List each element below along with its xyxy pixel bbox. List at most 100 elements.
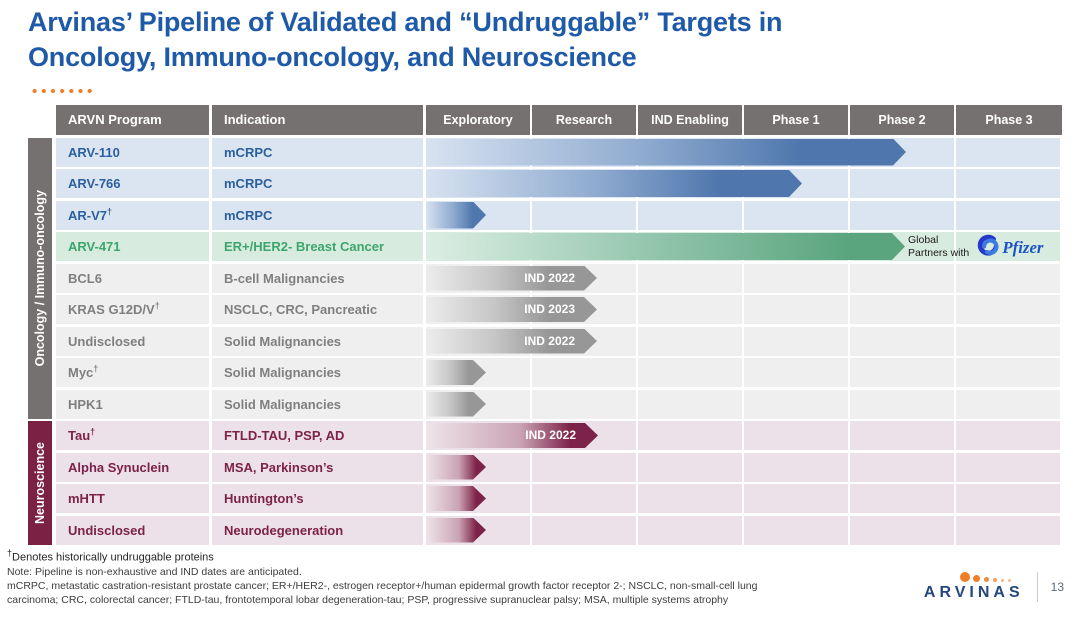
- program-cell: AR-V7†: [56, 200, 209, 230]
- program-name: KRAS G12D/V: [68, 302, 155, 317]
- phase-track: [426, 358, 1062, 387]
- program-cell: Myc†: [56, 358, 209, 387]
- program-name: Undisclosed: [68, 333, 146, 349]
- pipeline-bar: [426, 392, 486, 417]
- pipeline-row: KRAS G12D/V† NSCLC, CRC, Pancreatic IND …: [56, 295, 1062, 324]
- pipeline-row: Tau† FTLD-TAU, PSP, AD IND 2022: [56, 421, 1062, 450]
- program-name: AR-V7: [68, 207, 108, 223]
- page-title-line2: Oncology, Immuno-oncology, and Neuroscie…: [28, 42, 637, 72]
- footnote-dagger: †Denotes historically undruggable protei…: [7, 548, 214, 564]
- phase-track: IND 2022: [426, 421, 1062, 450]
- indication-cell: Solid Malignancies: [212, 326, 423, 356]
- program-name: Alpha Synuclein: [68, 459, 170, 475]
- program-cell: Alpha Synuclein: [56, 452, 209, 482]
- arvinas-logo-text: ARVINAS: [923, 584, 1024, 601]
- ind-date-label: IND 2023: [524, 302, 575, 316]
- header-phase-research: Research: [532, 105, 636, 135]
- phase-track: [426, 389, 1062, 419]
- pipeline-bar: [426, 202, 486, 229]
- partner-annotation: Global Partners with Pfizer: [908, 232, 1058, 261]
- group-rail-oncology: Oncology / Immuno-oncology: [28, 137, 52, 419]
- pipeline-row: ARV-471 ER+/HER2- Breast Cancer Global P…: [56, 232, 1062, 261]
- header-indication: Indication: [212, 105, 423, 135]
- pipeline-bar: [426, 518, 486, 543]
- program-name: ARV-471: [68, 239, 121, 254]
- dagger-symbol: †: [107, 206, 113, 217]
- pipeline-bar: [426, 360, 486, 385]
- pipeline-row: Undisclosed Solid Malignancies IND 2022: [56, 326, 1062, 356]
- header-phase-3: Phase 3: [956, 105, 1062, 135]
- dagger-symbol: †: [90, 426, 96, 437]
- page-title-line1: Arvinas’ Pipeline of Validated and “Undr…: [28, 7, 783, 37]
- pipeline-row: ARV-110 mCRPC: [56, 137, 1062, 167]
- program-name: Myc: [68, 365, 94, 380]
- indication-cell: Solid Malignancies: [212, 358, 423, 387]
- program-name: Tau: [68, 428, 91, 443]
- program-name: BCL6: [68, 270, 102, 286]
- pipeline-bar: IND 2022: [426, 266, 597, 291]
- program-cell: Tau†: [56, 421, 209, 450]
- program-cell: ARV-471: [56, 232, 209, 261]
- pipeline-table: Oncology / Immuno-oncology Neuroscience …: [28, 105, 1062, 545]
- program-name: mHTT: [68, 491, 105, 506]
- brand-footer: ARVINAS 13: [924, 572, 1064, 602]
- pipeline-row: mHTT Huntington’s: [56, 484, 1062, 513]
- phase-track: [426, 137, 1062, 167]
- arvinas-logo: ARVINAS: [924, 572, 1024, 602]
- indication-cell: mCRPC: [212, 169, 423, 198]
- pipeline-bar: [426, 139, 906, 166]
- dagger-symbol: †: [93, 363, 99, 374]
- pipeline-row: BCL6 B-cell Malignancies IND 2022: [56, 263, 1062, 293]
- phase-track: [426, 484, 1062, 513]
- pipeline-row: Myc† Solid Malignancies: [56, 358, 1062, 387]
- phase-track: [426, 452, 1062, 482]
- header-phase-ind-enabling: IND Enabling: [638, 105, 742, 135]
- footnotes: †Denotes historically undruggable protei…: [7, 546, 757, 607]
- pipeline-row: HPK1 Solid Malignancies: [56, 389, 1062, 419]
- page-title: Arvinas’ Pipeline of Validated and “Undr…: [28, 5, 783, 75]
- phase-track: [426, 200, 1062, 230]
- pipeline-row: ARV-766 mCRPC: [56, 169, 1062, 198]
- ind-date-label: IND 2022: [524, 333, 575, 348]
- page-number: 13: [1050, 580, 1064, 594]
- program-cell: Undisclosed: [56, 515, 209, 545]
- program-cell: HPK1: [56, 389, 209, 419]
- header-phase-1: Phase 1: [744, 105, 848, 135]
- phase-track: [426, 515, 1062, 545]
- program-name: ARV-766: [68, 176, 121, 191]
- group-label-neuroscience: Neuroscience: [33, 441, 47, 524]
- indication-cell: Solid Malignancies: [212, 389, 423, 419]
- phase-track: [426, 169, 1062, 198]
- program-cell: KRAS G12D/V†: [56, 295, 209, 324]
- pipeline-row: Undisclosed Neurodegeneration: [56, 515, 1062, 545]
- pipeline-bar: [426, 170, 802, 197]
- pfizer-logo-icon: Pfizer: [978, 234, 1044, 257]
- program-cell: ARV-766: [56, 169, 209, 198]
- phase-track: IND 2022: [426, 263, 1062, 293]
- pipeline-row: Alpha Synuclein MSA, Parkinson’s: [56, 452, 1062, 482]
- program-name: ARV-110: [68, 144, 120, 160]
- program-name: HPK1: [68, 396, 103, 412]
- indication-cell: FTLD-TAU, PSP, AD: [212, 421, 423, 450]
- pipeline-bar: IND 2023: [426, 297, 597, 322]
- dagger-symbol: †: [7, 548, 13, 558]
- phase-track: Global Partners with Pfizer: [426, 232, 1062, 261]
- group-rail-neuroscience: Neuroscience: [28, 421, 52, 545]
- indication-cell: B-cell Malignancies: [212, 263, 423, 293]
- ind-date-label: IND 2022: [525, 428, 576, 442]
- program-cell: mHTT: [56, 484, 209, 513]
- pipeline-body: ARV-110 mCRPC ARV-766 mCRPC AR-V7† mCRPC: [56, 137, 1062, 545]
- indication-cell: Huntington’s: [212, 484, 423, 513]
- indication-cell: MSA, Parkinson’s: [212, 452, 423, 482]
- header-phase-2: Phase 2: [850, 105, 954, 135]
- pipeline-bar: IND 2022: [426, 423, 598, 448]
- footnote-abbreviations-line1: mCRPC, metastatic castration-resistant p…: [7, 579, 758, 592]
- header-phase-exploratory: Exploratory: [426, 105, 530, 135]
- ind-date-label: IND 2022: [524, 270, 575, 285]
- group-label-oncology: Oncology / Immuno-oncology: [33, 189, 47, 367]
- indication-cell: mCRPC: [212, 137, 423, 167]
- pipeline-row: AR-V7† mCRPC: [56, 200, 1062, 230]
- indication-cell: mCRPC: [212, 200, 423, 230]
- footnote-note: Note: Pipeline is non-exhaustive and IND…: [7, 565, 302, 578]
